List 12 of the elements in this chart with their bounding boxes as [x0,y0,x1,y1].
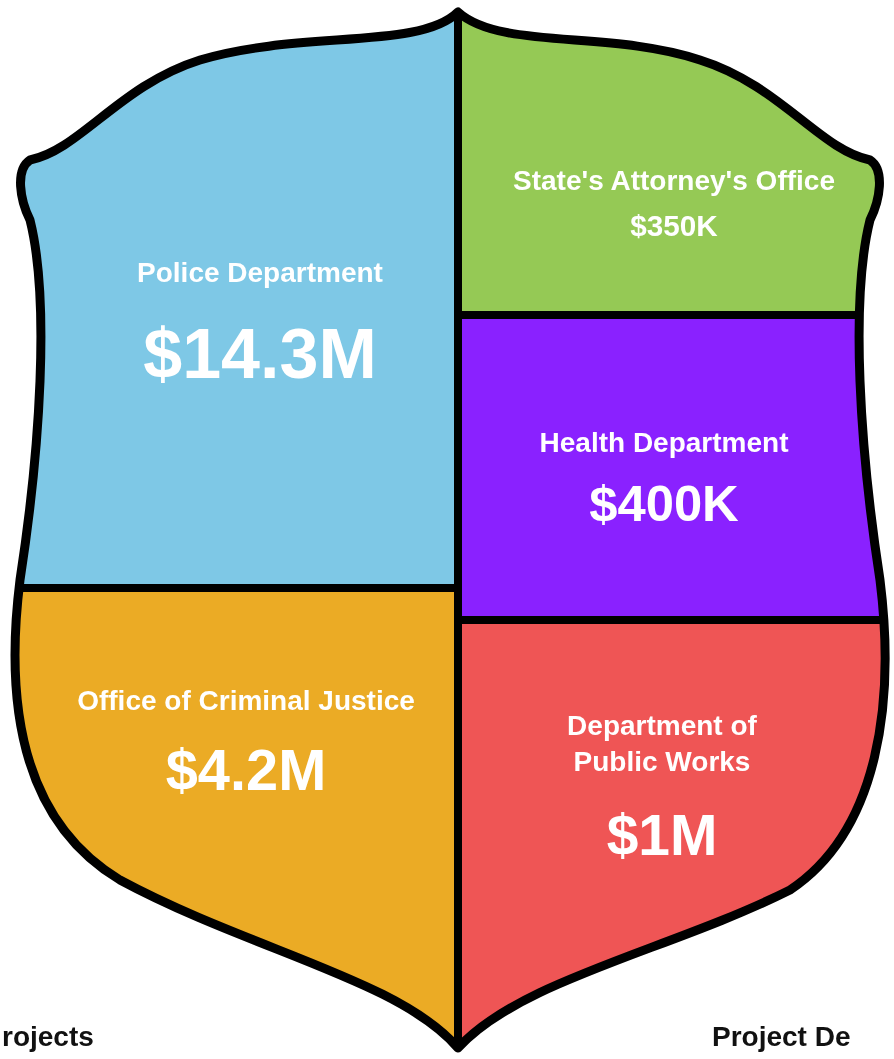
category-label: Health Department [539,427,789,458]
data-label: $1M [606,803,718,868]
text: Project De [712,1021,851,1052]
text: rojects [2,1021,94,1052]
data-label: $4.2M [165,738,327,803]
data-label: $350K [630,208,719,242]
category-label: Department of Public Works [567,710,758,778]
data-label: $14.3M [143,315,377,394]
category-label: State's Attorney's Office [513,165,835,196]
data-label: $400K [589,475,740,533]
category-label: Office of Criminal Justice [77,685,415,716]
category-label: Police Department [137,257,383,288]
